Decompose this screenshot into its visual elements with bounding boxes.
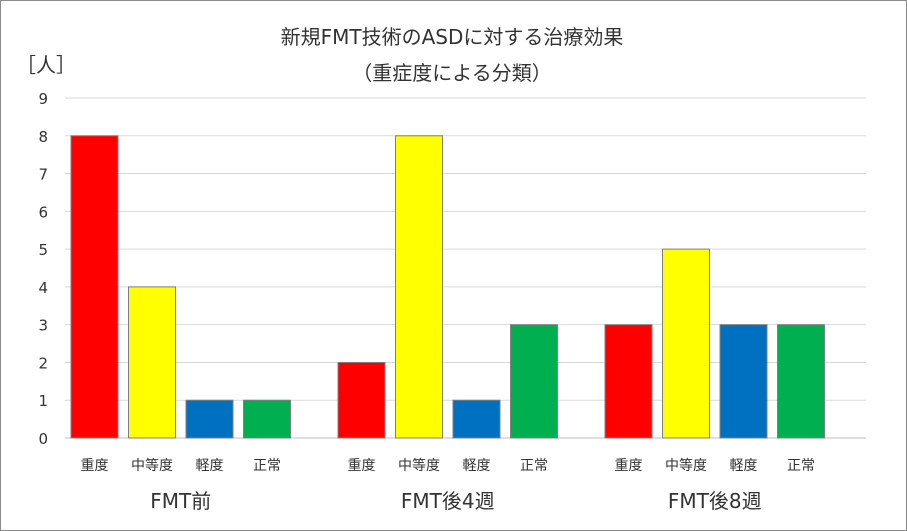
- chart-title: 新規FMT技術のASDに対する治療効果: [281, 25, 624, 49]
- bars: [70, 135, 825, 439]
- y-tick-label: 0: [38, 430, 48, 448]
- category-label: 重度: [615, 458, 643, 474]
- y-tick-label: 7: [38, 166, 48, 184]
- y-tick-label: 6: [38, 203, 48, 221]
- bar: [719, 324, 768, 439]
- category-label: 中等度: [665, 457, 707, 474]
- group-labels: FMT前 FMT後4週 FMT後8週: [150, 489, 761, 513]
- bar: [337, 361, 386, 439]
- bar: [243, 399, 291, 439]
- group-label: FMT後8週: [668, 489, 762, 513]
- bar: [185, 399, 234, 439]
- category-label: 中等度: [398, 457, 440, 474]
- y-tick-label: 3: [38, 317, 48, 335]
- category-label: 軽度: [463, 458, 491, 474]
- y-tick-label: 8: [38, 128, 48, 146]
- y-tick-label: 5: [38, 241, 48, 259]
- y-axis-label: ［人］: [16, 53, 76, 77]
- category-label: 正常: [787, 458, 815, 474]
- bar: [128, 286, 176, 439]
- bar: [777, 324, 825, 439]
- y-axis-ticks: 0 1 2 3 4 5 6 7 8 9: [38, 90, 48, 448]
- bar: [395, 135, 443, 439]
- group-label: FMT後4週: [401, 489, 495, 513]
- bar: [604, 324, 653, 439]
- bar: [70, 135, 119, 439]
- y-tick-label: 4: [38, 279, 48, 297]
- group-label: FMT前: [150, 489, 211, 513]
- bar: [452, 399, 501, 439]
- y-tick-label: 2: [38, 354, 48, 372]
- y-tick-label: 1: [38, 392, 48, 410]
- category-label: 軽度: [730, 458, 758, 474]
- category-label: 正常: [520, 458, 548, 474]
- chart-subtitle: （重症度による分類）: [352, 61, 551, 85]
- category-label: 正常: [253, 458, 281, 474]
- category-label: 中等度: [131, 457, 173, 474]
- bar: [510, 324, 558, 439]
- category-label: 重度: [81, 458, 109, 474]
- category-labels: 重度 中等度 軽度 正常 重度 中等度 軽度 正常 重度 中等度 軽度 正常: [81, 457, 816, 474]
- bar: [662, 248, 710, 439]
- category-label: 重度: [348, 458, 376, 474]
- y-tick-label: 9: [38, 90, 48, 108]
- category-label: 軽度: [196, 458, 224, 474]
